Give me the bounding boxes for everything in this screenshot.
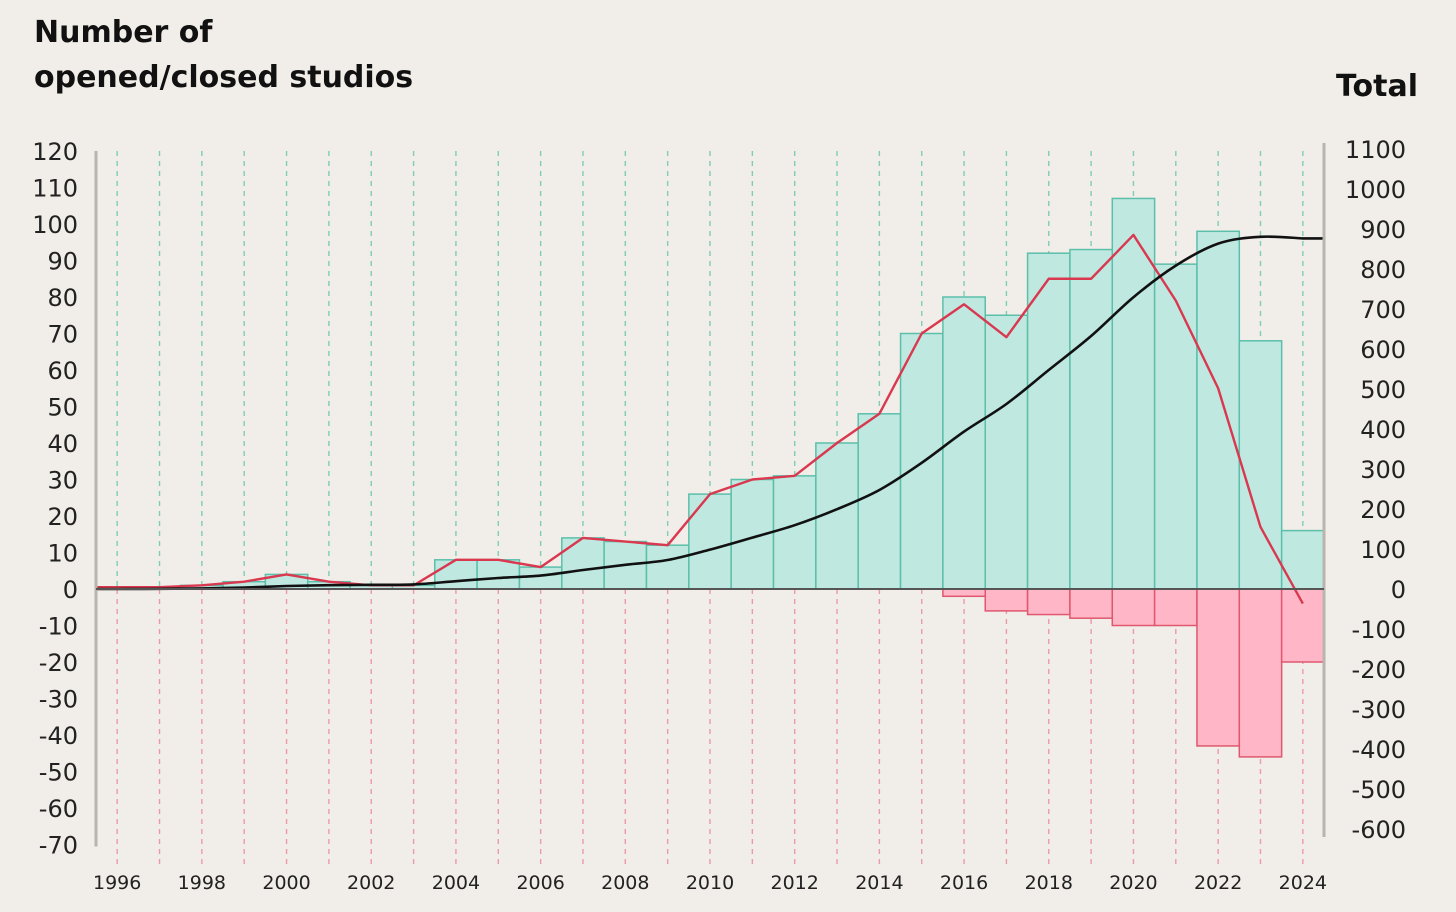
y-left-tick-label: 50 xyxy=(47,394,78,422)
opened-bar-2012 xyxy=(772,475,817,590)
y-left-tick-label: 0 xyxy=(63,576,78,604)
y-left-tick-label: -70 xyxy=(39,832,78,860)
y-left-tick-label: -60 xyxy=(39,795,78,823)
right-axis-title: Total xyxy=(1336,69,1418,104)
opened-bar-2009 xyxy=(645,544,690,590)
x-tick-label: 2022 xyxy=(1194,872,1242,894)
closed-bar-2016 xyxy=(942,588,986,598)
x-tick-label: 2016 xyxy=(940,872,988,894)
y-right-tick-label: 1000 xyxy=(1345,176,1406,204)
y-left-tick-label: -10 xyxy=(39,613,78,641)
y-right-tick-label: -600 xyxy=(1352,816,1406,844)
closed-bar-2021 xyxy=(1153,588,1198,627)
y-right-tick-label: 600 xyxy=(1360,336,1406,364)
total-line xyxy=(96,235,1324,591)
opened-bar-2014 xyxy=(857,413,902,590)
closed-bar-2024 xyxy=(1280,588,1325,663)
closed-bar-2019 xyxy=(1069,588,1114,619)
y-right-tick-label: -100 xyxy=(1352,616,1406,644)
x-tick-label: 2008 xyxy=(601,872,649,894)
x-tick-label: 2014 xyxy=(855,872,903,894)
y-right-tick-label: 400 xyxy=(1360,416,1406,444)
x-tick-label: 2020 xyxy=(1109,872,1157,894)
y-left-tick-label: -40 xyxy=(39,722,78,750)
opened-bar-2017 xyxy=(984,314,1029,590)
opened-bar-2007 xyxy=(561,537,605,590)
x-tick-label: 2018 xyxy=(1025,872,1073,894)
y-right-tick-label: -300 xyxy=(1352,696,1406,724)
opened-bar-2019 xyxy=(1069,248,1114,590)
y-left-tick-label: 120 xyxy=(32,138,78,166)
y-left-tick-label: 60 xyxy=(47,357,78,385)
opened-bar-2004 xyxy=(434,559,478,590)
y-left-tick-label: 20 xyxy=(47,503,78,531)
x-tick-label: 1998 xyxy=(178,872,226,894)
x-tick-label: 2000 xyxy=(262,872,310,894)
left-axis-title-line2: opened/closed studios xyxy=(34,60,413,95)
y-right-tick-label: 300 xyxy=(1360,456,1406,484)
x-tick-label: 2004 xyxy=(432,872,480,894)
closed-bar-2020 xyxy=(1111,588,1156,627)
axes xyxy=(94,143,1326,847)
y-right-tick-label: 700 xyxy=(1360,296,1406,324)
x-tick-label: 2012 xyxy=(771,872,819,894)
x-tick-label: 2002 xyxy=(347,872,395,894)
closed-bar-2017 xyxy=(984,588,1029,612)
y-left-tick-label: 90 xyxy=(47,248,78,276)
y-right-tick-label: -500 xyxy=(1352,776,1406,804)
x-tick-label: 2010 xyxy=(686,872,734,894)
y-right-tick-label: 0 xyxy=(1391,576,1406,604)
left-axis-title-line1: Number of xyxy=(34,15,213,50)
y-right-tick-label: 100 xyxy=(1360,536,1406,564)
y-left-tick-label: -20 xyxy=(39,649,78,677)
y-left-tick-label: 80 xyxy=(47,284,78,312)
y-right-tick-label: 200 xyxy=(1360,496,1406,524)
opened-bar-2020 xyxy=(1111,197,1156,590)
x-tick-label: 2006 xyxy=(516,872,564,894)
tick-labels: 1201101009080706050403020100-10-20-30-40… xyxy=(32,136,1406,894)
net-change-line xyxy=(96,233,1304,605)
y-left-tick-label: 40 xyxy=(47,430,78,458)
x-tick-label: 1996 xyxy=(93,872,141,894)
y-left-tick-label: 10 xyxy=(47,540,78,568)
y-left-tick-label: -50 xyxy=(39,759,78,787)
closed-bar-2022 xyxy=(1196,588,1241,747)
y-right-tick-label: 500 xyxy=(1360,376,1406,404)
opened-bar-2018 xyxy=(1026,252,1071,590)
y-right-tick-label: 1100 xyxy=(1345,136,1406,164)
y-left-tick-label: 70 xyxy=(47,321,78,349)
y-left-tick-label: 100 xyxy=(32,211,78,239)
y-right-tick-label: -400 xyxy=(1352,736,1406,764)
lines xyxy=(96,233,1324,605)
y-left-tick-label: 110 xyxy=(32,175,78,203)
opened-bar-2010 xyxy=(688,493,732,590)
opened-bar-2021 xyxy=(1153,263,1198,590)
opened-bar-2022 xyxy=(1196,230,1241,590)
y-right-tick-label: 800 xyxy=(1360,256,1406,284)
closed-bar-2018 xyxy=(1026,588,1071,616)
opened-bar-2005 xyxy=(476,559,521,590)
opened-bar-2006 xyxy=(518,566,563,590)
opened-bar-2023 xyxy=(1238,340,1283,590)
closed-bar-2023 xyxy=(1238,588,1283,758)
y-left-tick-label: -30 xyxy=(39,686,78,714)
x-tick-label: 2024 xyxy=(1279,872,1327,894)
y-right-tick-label: -200 xyxy=(1352,656,1406,684)
opened-bar-2024 xyxy=(1280,529,1325,590)
y-left-tick-label: 30 xyxy=(47,467,78,495)
y-right-tick-label: 900 xyxy=(1360,216,1406,244)
